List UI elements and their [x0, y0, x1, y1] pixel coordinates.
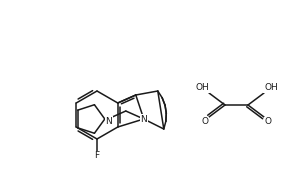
Text: OH: OH — [264, 84, 278, 93]
Text: F: F — [95, 151, 100, 160]
Text: O: O — [265, 118, 271, 127]
Text: O: O — [201, 118, 208, 127]
Text: N: N — [105, 116, 112, 125]
Text: OH: OH — [195, 84, 209, 93]
Text: N: N — [140, 114, 147, 123]
